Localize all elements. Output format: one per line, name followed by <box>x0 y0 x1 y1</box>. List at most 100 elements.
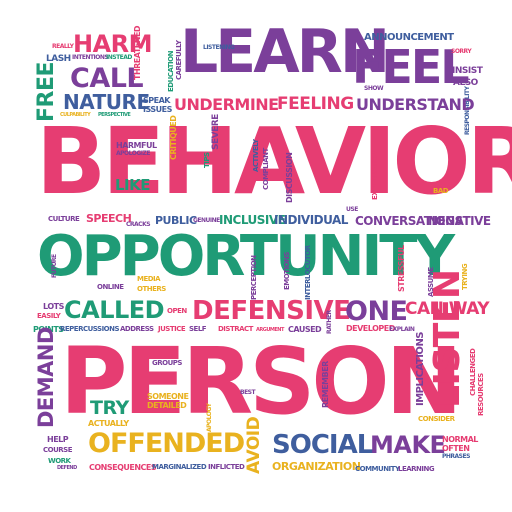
word-lots: LOTS <box>43 302 64 311</box>
word-discussion: DISCUSSION <box>285 152 294 203</box>
word-undermine: UNDERMINE <box>174 95 279 114</box>
word-emotions: EMOTIONS <box>283 252 291 290</box>
word-harm: HARM <box>73 30 153 58</box>
word-called: CALLED <box>64 296 165 324</box>
word-perspective: PERSPECTIVE <box>98 112 131 118</box>
word-detailed: DETAILED <box>147 401 187 410</box>
word-use: USE <box>346 206 358 213</box>
word-explanation: EXPLANATION <box>371 150 379 200</box>
word-developed: DEVELOPED <box>346 324 395 333</box>
word-behavior: BEHAVIOR <box>36 108 512 215</box>
word-consequences: CONSEQUENCES <box>89 463 157 472</box>
word-apologize: APOLOGIZE <box>116 150 150 157</box>
word-actually: ACTUALLY <box>88 419 129 428</box>
word-also: ALSO <box>453 78 478 88</box>
word-points: POINTS <box>33 325 64 334</box>
word-education: EDUCATION <box>167 51 175 92</box>
word-harmful: HARMFUL <box>116 141 157 150</box>
word-remember: REMEMBER <box>321 361 330 408</box>
word-caused: CAUSED <box>288 325 322 334</box>
word-online: ONLINE <box>97 283 124 291</box>
word-often: OFTEN <box>442 444 470 453</box>
word-speak: SPEAK <box>143 96 170 105</box>
word-tips: TIPS <box>203 152 211 168</box>
word-consider: CONSIDER <box>418 415 455 423</box>
word-inflicted: INFLICTED <box>208 463 245 471</box>
word-work: WORK <box>48 457 71 465</box>
word-culture: CULTURE <box>48 215 80 223</box>
word-argument: ARGUMENT <box>256 327 284 333</box>
word-distract: DISTRACT <box>218 325 253 333</box>
word-groups: GROUPS <box>152 359 182 367</box>
word-try: TRY <box>90 397 129 419</box>
word-critiqued: CRITIQUED <box>169 115 178 160</box>
word-sorry: SORRY <box>451 48 472 55</box>
word-cracks: CRACKS <box>126 221 151 228</box>
word-open: OPEN <box>167 307 187 315</box>
word-defend: DEFEND <box>57 465 77 471</box>
word-call: CALL <box>70 63 144 94</box>
word-justice: JUSTICE <box>158 325 186 333</box>
word-inclusive: INCLUSIVE <box>219 213 286 227</box>
word-one: ONE <box>345 296 408 327</box>
word-speech: SPEECH <box>86 212 132 225</box>
word-can-way: CAN WAY <box>405 299 490 319</box>
word-defensive: DEFENSIVE <box>192 296 351 326</box>
word-avoid: AVOID <box>244 416 264 474</box>
word-normal: NORMAL <box>442 435 478 444</box>
word-feel: FEEL <box>352 40 470 94</box>
word-conversations: CONVERSATIONS <box>355 214 463 228</box>
word-show: SHOW <box>364 85 384 92</box>
word-public: PUBLIC <box>155 214 197 227</box>
word-help: HELP <box>47 435 69 444</box>
word-nature: NATURE <box>63 90 150 114</box>
word-like: LIKE <box>115 176 151 194</box>
word-resources: RESOURCES <box>477 373 485 416</box>
word-lash: LASH <box>46 54 71 64</box>
word-genuine: GENUINE <box>193 217 220 224</box>
word-intentions: INTENTIONS <box>72 54 109 61</box>
word-person: PERSON <box>60 328 463 435</box>
word-offended: OFFENDED <box>88 428 245 459</box>
word-severe: SEVERE <box>211 114 221 150</box>
word-listen: LISTEN <box>427 269 468 408</box>
word-best: BEST <box>240 389 256 396</box>
word-negative: NEGATIVE <box>428 214 491 228</box>
word-future: FUTURE <box>51 254 58 278</box>
word-marginalized: MARGINALIZED <box>152 463 207 471</box>
word-bad: BAD <box>433 187 449 195</box>
word-interlocutor: INTERLOCUTOR <box>304 245 312 300</box>
word-learning: LEARNING <box>398 465 435 473</box>
word-address: ADDRESS <box>120 325 154 333</box>
word-repercussions: REPERCUSSIONS <box>60 325 120 333</box>
word-stressful: STRESSFUL <box>397 245 406 292</box>
word-issues: ISSUES <box>143 105 172 114</box>
word-easily: EASILY <box>37 312 61 320</box>
word-course: COURSE <box>43 446 73 454</box>
word-understand: UNDERSTAND <box>356 95 475 114</box>
word-someone: SOMEONE <box>147 392 189 401</box>
word-community: COMMUNITY <box>355 465 400 473</box>
word-perception: PERCEPTION <box>250 255 258 300</box>
word-opportunity: OPPORTUNITY <box>37 224 455 289</box>
word-compliant: COMPLIANT <box>262 148 270 190</box>
word-learn: LEARN <box>180 17 390 87</box>
word-self: SELF <box>189 325 207 333</box>
word-social: SOCIAL <box>272 430 373 460</box>
word-organization: ORGANIZATION <box>272 460 361 473</box>
word-announcement: ANNOUNCEMENT <box>364 32 454 43</box>
word-listening: LISTENING <box>203 44 235 51</box>
word-implications: IMPLICATIONS <box>415 331 426 406</box>
word-culpability: CULPABILITY <box>60 112 91 118</box>
word-make: MAKE <box>370 431 446 459</box>
word-demand: DEMAND <box>34 327 58 428</box>
word-insist: INSIST <box>452 66 483 76</box>
word-actively: ACTIVELY <box>252 139 260 172</box>
word-individual: INDIVIDUAL <box>274 213 348 227</box>
word-challenged: CHALLENGED <box>469 348 477 396</box>
word-explain: EXPLAIN <box>389 326 415 333</box>
word-instead: INSTEAD <box>106 54 132 61</box>
word-feeling: FEELING <box>277 94 354 114</box>
word-phrases: PHRASES <box>442 453 470 460</box>
